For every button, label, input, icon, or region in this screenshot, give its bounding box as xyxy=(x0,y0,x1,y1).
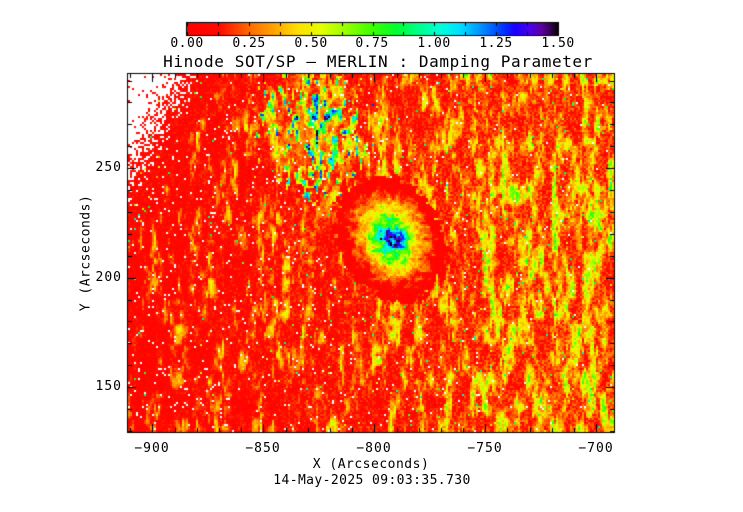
plot-title: Hinode SOT/SP — MERLIN : Damping Paramet… xyxy=(163,52,593,71)
colorbar-tick-label-6: 1.50 xyxy=(541,36,575,51)
x-tick-label-m850: −850 xyxy=(245,441,281,456)
colorbar-tick-label-2: 0.50 xyxy=(294,36,328,51)
x-tick-label-m800: −800 xyxy=(356,441,392,456)
x-tick-label-m700: −700 xyxy=(578,441,614,456)
x-tick-label-m900: −900 xyxy=(134,441,170,456)
y-tick-label-150: 150 xyxy=(95,379,122,394)
colorbar-tick-label-3: 0.75 xyxy=(355,36,389,51)
timestamp: 14-May-2025 09:03:35.730 xyxy=(273,473,471,488)
colorbar-tick-label-5: 1.25 xyxy=(479,36,513,51)
y-tick-label-250: 250 xyxy=(95,160,122,175)
x-tick-label-m750: −750 xyxy=(467,441,503,456)
colorbar-tick-label-1: 0.25 xyxy=(232,36,266,51)
colorbar-tick-label-4: 1.00 xyxy=(417,36,451,51)
x-axis-label: X (Arcseconds) xyxy=(312,457,430,472)
y-axis-label: Y (Arcseconds) xyxy=(78,194,94,312)
y-tick-label-200: 200 xyxy=(95,270,122,285)
colorbar-tick-label-0: 0.00 xyxy=(170,36,204,51)
